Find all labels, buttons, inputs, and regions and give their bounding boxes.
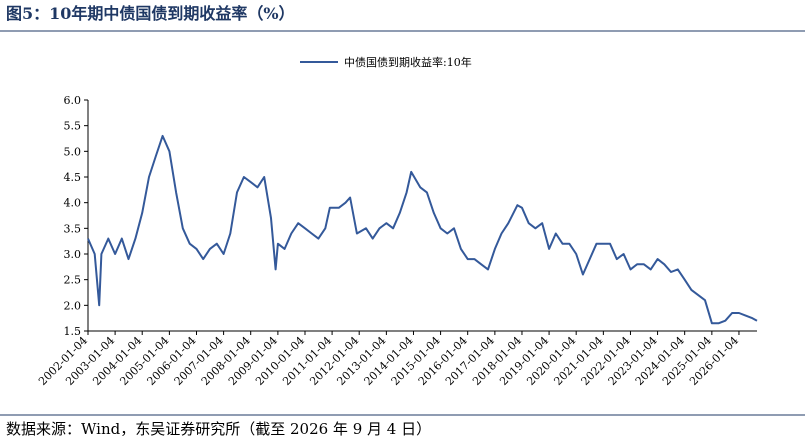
source-note: 数据来源：Wind，东吴证券研究所（截至 2026 年 9 月 4 日） bbox=[6, 420, 431, 438]
y-tick-label: 6.0 bbox=[64, 94, 82, 107]
chart-title: 图5：10年期中债国债到期收益率（%） bbox=[6, 4, 295, 23]
y-tick-label: 1.5 bbox=[64, 325, 82, 338]
series-line bbox=[87, 134, 758, 325]
legend-label: 中债国债到期收益率:10年 bbox=[344, 55, 472, 69]
y-tick-label: 5.5 bbox=[64, 120, 82, 133]
y-tick-label: 3.0 bbox=[64, 248, 82, 261]
y-tick-label: 3.5 bbox=[64, 222, 82, 235]
y-tick-label: 5.0 bbox=[64, 145, 82, 158]
y-tick-label: 4.5 bbox=[64, 171, 82, 184]
y-tick-label: 2.5 bbox=[64, 274, 82, 287]
y-tick-label: 4.0 bbox=[64, 197, 82, 210]
y-tick-label: 2.0 bbox=[64, 299, 82, 312]
